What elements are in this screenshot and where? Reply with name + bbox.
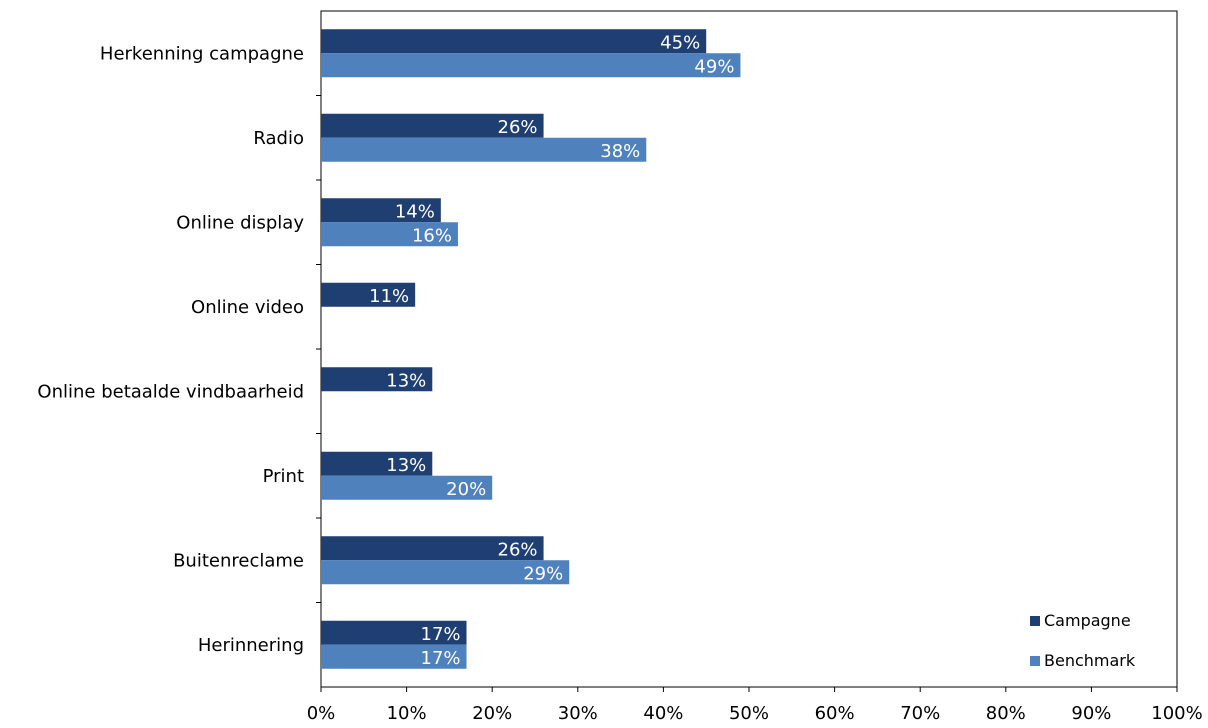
data-label: 20% <box>446 479 486 500</box>
x-tick-label: 50% <box>729 703 769 724</box>
data-label: 16% <box>412 225 452 246</box>
x-tick-label: 80% <box>986 703 1026 724</box>
data-label: 17% <box>421 648 461 669</box>
x-tick-label: 70% <box>900 703 940 724</box>
data-label: 14% <box>395 201 435 222</box>
x-tick-label: 0% <box>307 703 336 724</box>
x-tick-label: 20% <box>472 703 512 724</box>
plot-area <box>321 11 1177 687</box>
category-label: Online video <box>191 297 304 318</box>
category-label: Buitenreclame <box>173 550 304 571</box>
x-tick-label: 30% <box>558 703 598 724</box>
x-tick-label: 60% <box>815 703 855 724</box>
data-label: 49% <box>694 56 734 77</box>
data-label: 11% <box>369 286 409 307</box>
bar-benchmark <box>321 53 740 77</box>
data-label: 29% <box>523 563 563 584</box>
x-tick-label: 40% <box>643 703 683 724</box>
category-label: Online betaalde vindbaarheid <box>37 381 304 402</box>
category-label: Online display <box>176 212 304 233</box>
legend-label: Campagne <box>1044 611 1131 630</box>
bar-campagne <box>321 29 706 53</box>
data-label: 26% <box>498 539 538 560</box>
data-label: 13% <box>386 455 426 476</box>
data-label: 17% <box>421 624 461 645</box>
category-label: Herinnering <box>198 635 304 656</box>
x-tick-label: 10% <box>387 703 427 724</box>
legend-swatch-campagne <box>1030 616 1040 626</box>
data-label: 26% <box>498 117 538 138</box>
x-tick-label: 100% <box>1151 703 1202 724</box>
category-label: Print <box>263 466 304 487</box>
data-label: 38% <box>600 141 640 162</box>
data-label: 45% <box>660 32 700 53</box>
category-label: Herkenning campagne <box>100 43 304 64</box>
bar-benchmark <box>321 138 646 162</box>
category-label: Radio <box>253 128 304 149</box>
legend-swatch-benchmark <box>1030 656 1040 666</box>
data-label: 13% <box>386 370 426 391</box>
x-tick-label: 90% <box>1071 703 1111 724</box>
legend-label: Benchmark <box>1044 651 1136 670</box>
